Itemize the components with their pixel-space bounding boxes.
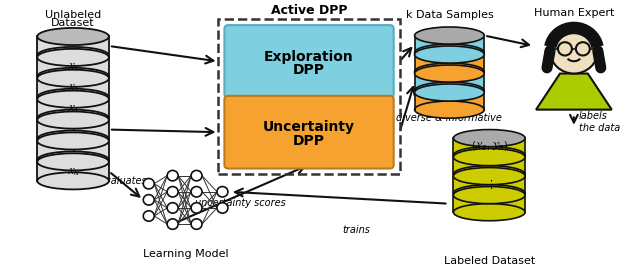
Ellipse shape	[415, 46, 484, 63]
Ellipse shape	[37, 132, 109, 150]
Ellipse shape	[453, 129, 525, 147]
Ellipse shape	[37, 68, 109, 85]
Text: $(\mathcal{X}_S, \mathcal{Y}_S)$: $(\mathcal{X}_S, \mathcal{Y}_S)$	[471, 140, 508, 154]
Text: $\cdot$: $\cdot$	[71, 123, 76, 136]
Ellipse shape	[453, 185, 525, 202]
Circle shape	[167, 170, 178, 181]
Ellipse shape	[37, 47, 109, 64]
Polygon shape	[37, 57, 109, 76]
Ellipse shape	[415, 44, 484, 61]
Polygon shape	[453, 138, 525, 155]
Circle shape	[167, 219, 178, 229]
Text: Unlabeled: Unlabeled	[45, 10, 101, 20]
Text: $\mathcal{X}_3$: $\mathcal{X}_3$	[67, 81, 79, 94]
Circle shape	[143, 195, 154, 205]
Ellipse shape	[37, 111, 109, 129]
Ellipse shape	[453, 166, 525, 183]
Polygon shape	[453, 176, 525, 193]
Circle shape	[191, 203, 202, 213]
Ellipse shape	[37, 151, 109, 169]
Circle shape	[191, 187, 202, 197]
Circle shape	[217, 203, 228, 213]
Ellipse shape	[37, 153, 109, 170]
Text: uncertainty scores: uncertainty scores	[195, 198, 286, 208]
Text: Active DPP: Active DPP	[271, 3, 348, 17]
Polygon shape	[37, 120, 109, 139]
Polygon shape	[536, 73, 612, 110]
FancyBboxPatch shape	[225, 96, 394, 169]
Text: DPP: DPP	[293, 63, 325, 77]
Ellipse shape	[415, 101, 484, 118]
Text: Learning Model: Learning Model	[143, 249, 228, 259]
Polygon shape	[37, 141, 109, 160]
Polygon shape	[37, 99, 109, 118]
Circle shape	[167, 203, 178, 213]
Ellipse shape	[453, 204, 525, 221]
Circle shape	[143, 211, 154, 221]
Ellipse shape	[453, 148, 525, 166]
Text: $\mathcal{X}_4$: $\mathcal{X}_4$	[67, 102, 79, 115]
Text: labels
the data: labels the data	[579, 111, 620, 133]
Ellipse shape	[37, 89, 109, 106]
Ellipse shape	[453, 168, 525, 185]
Text: diverse & informative: diverse & informative	[397, 113, 502, 124]
Ellipse shape	[37, 91, 109, 108]
Ellipse shape	[415, 63, 484, 80]
FancyBboxPatch shape	[225, 25, 394, 98]
Text: Exploration: Exploration	[264, 50, 354, 64]
Text: $\vdots$: $\vdots$	[485, 178, 493, 191]
Ellipse shape	[37, 28, 109, 45]
Circle shape	[191, 170, 202, 181]
Polygon shape	[37, 78, 109, 97]
Ellipse shape	[37, 131, 109, 148]
Polygon shape	[415, 54, 484, 72]
Ellipse shape	[415, 84, 484, 101]
Circle shape	[191, 219, 202, 229]
Polygon shape	[415, 92, 484, 110]
Ellipse shape	[415, 65, 484, 82]
Polygon shape	[37, 36, 109, 55]
Text: trains: trains	[342, 225, 370, 234]
Circle shape	[167, 187, 178, 197]
Text: Labeled Dataset: Labeled Dataset	[444, 256, 535, 266]
Text: DPP: DPP	[293, 134, 325, 148]
Text: Human Expert: Human Expert	[534, 8, 614, 18]
Ellipse shape	[37, 110, 109, 127]
Text: $\mathcal{X}_N$: $\mathcal{X}_N$	[67, 165, 79, 178]
Ellipse shape	[37, 172, 109, 189]
Text: $\mathcal{X}_1$: $\mathcal{X}_1$	[67, 61, 79, 73]
Text: Dataset: Dataset	[51, 18, 95, 28]
Circle shape	[143, 178, 154, 189]
Ellipse shape	[415, 82, 484, 99]
Circle shape	[217, 187, 228, 197]
Text: Uncertainty: Uncertainty	[263, 120, 355, 135]
Polygon shape	[453, 195, 525, 212]
Text: $\cdot$: $\cdot$	[71, 144, 76, 157]
Ellipse shape	[415, 27, 484, 44]
Polygon shape	[453, 157, 525, 174]
Polygon shape	[415, 36, 484, 53]
Polygon shape	[37, 162, 109, 181]
Circle shape	[550, 28, 598, 73]
Text: k Data Samples: k Data Samples	[406, 10, 493, 20]
Polygon shape	[415, 73, 484, 91]
Ellipse shape	[37, 49, 109, 66]
Ellipse shape	[453, 147, 525, 164]
Ellipse shape	[453, 187, 525, 204]
Ellipse shape	[37, 70, 109, 87]
Text: evaluates: evaluates	[100, 176, 148, 186]
